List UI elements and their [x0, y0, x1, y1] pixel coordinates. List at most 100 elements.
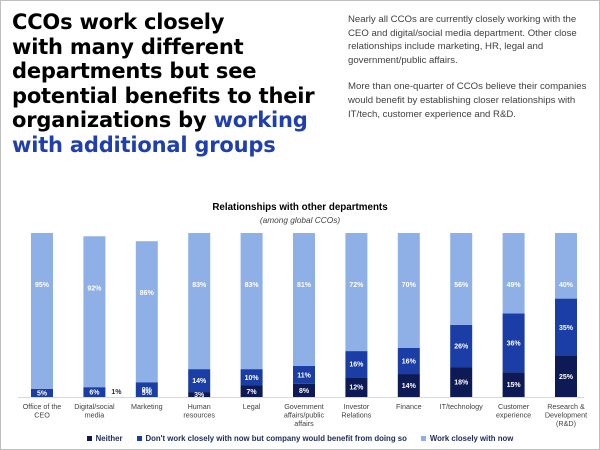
bar-segment	[293, 365, 315, 384]
headline-accent: working	[213, 108, 308, 132]
bar-segment	[31, 233, 53, 389]
category-label: Office of the	[23, 402, 62, 411]
bar-segment	[135, 382, 158, 397]
intro-text: Nearly all CCOs are currently closely wo…	[348, 13, 594, 121]
data-label: 15%	[507, 382, 522, 389]
intro-paragraph: More than one-quarter of CCOs believe th…	[348, 81, 587, 120]
category-label: affairs	[294, 419, 314, 428]
category-label: IT/technology	[440, 402, 484, 411]
bar-segment	[83, 236, 106, 388]
bar-segment	[450, 233, 473, 325]
category-label: Government	[284, 402, 324, 411]
data-label: 16%	[349, 362, 364, 369]
data-label: 9%	[142, 387, 153, 394]
bar-segment	[135, 241, 158, 383]
category-label: Finance	[396, 402, 422, 411]
bar-segment	[345, 351, 368, 378]
category-label: Digital/social	[74, 402, 115, 411]
category-label: CEO	[34, 411, 50, 420]
bar-segment	[188, 233, 211, 370]
category-label: Research &	[547, 402, 585, 411]
data-label: 6%	[89, 390, 100, 397]
data-label: 18%	[454, 380, 469, 387]
category-label: Investor	[344, 402, 370, 411]
data-label: 25%	[559, 374, 574, 381]
data-label: 83%	[192, 282, 207, 289]
category-label: resources	[183, 411, 215, 420]
bar-segment	[555, 298, 577, 356]
data-label: 72%	[349, 282, 364, 289]
bar-segment	[188, 369, 211, 393]
data-label: 10%	[245, 375, 260, 382]
data-label: 86%	[140, 290, 155, 297]
category-label: Human	[188, 402, 211, 411]
chart-legend: Neither Don't work closely with now but …	[0, 434, 600, 443]
category-label: media	[85, 411, 105, 420]
data-label: 14%	[402, 383, 417, 390]
bar-segment	[240, 385, 263, 397]
bar-segment	[555, 233, 577, 299]
bar-segment	[397, 233, 420, 348]
category-label: Relations	[341, 411, 371, 420]
bar-segment	[397, 347, 420, 375]
bar-segment	[345, 377, 368, 397]
data-label: 14%	[192, 378, 207, 385]
data-label: 7%	[247, 389, 258, 396]
data-label: 95%	[35, 282, 50, 289]
chart-subtitle: (among global CCOs)	[259, 215, 341, 225]
legend-swatch	[86, 436, 92, 441]
headline-line: organizations by working	[12, 108, 342, 133]
bar-segment	[83, 387, 106, 397]
extra-data-label: 1%	[111, 389, 122, 396]
category-label: Marketing	[131, 402, 163, 411]
bar-segment	[188, 392, 211, 397]
data-label: 26%	[454, 344, 469, 351]
data-label: 36%	[507, 340, 522, 347]
data-label: 11%	[297, 372, 311, 379]
bar-segment	[31, 388, 53, 397]
data-label: 40%	[559, 282, 574, 289]
headline-line-text: organizations by	[12, 108, 207, 132]
bar-segment	[240, 369, 263, 386]
headline-line: departments but see	[12, 59, 257, 83]
data-label: 16%	[402, 358, 417, 365]
category-label: Legal	[243, 402, 261, 411]
data-label: 83%	[245, 282, 260, 289]
bar-segment	[397, 374, 420, 397]
data-label: 56%	[454, 282, 469, 289]
bar-segment	[555, 356, 577, 397]
bar-segment	[450, 367, 473, 397]
headline-line: CCOs work closely	[12, 10, 225, 34]
data-label: 3%	[194, 392, 205, 399]
legend-label: Work closely with now	[429, 434, 514, 443]
bar-segment	[293, 233, 315, 366]
bar-segment	[502, 372, 525, 397]
bar-segment	[450, 324, 473, 368]
legend-label: Neither	[95, 434, 123, 443]
data-label: 70%	[402, 282, 417, 289]
data-label: 49%	[507, 282, 522, 289]
data-label: 92%	[87, 285, 102, 292]
category-label: Customer	[498, 402, 530, 411]
data-label: 5%	[37, 390, 48, 397]
bar-segment	[345, 233, 368, 352]
bar-segment	[502, 233, 525, 314]
extra-data-label: 5%	[142, 390, 153, 397]
legend-item: Neither	[86, 434, 123, 443]
headline-line: potential benefits to their	[12, 83, 315, 108]
legend-swatch	[420, 436, 426, 441]
headline-accent-line: with additional groups	[12, 132, 276, 157]
legend-item: Don't work closely with now but company …	[136, 434, 407, 443]
legend-swatch	[136, 436, 142, 441]
headline: CCOs work closely with many different de…	[12, 10, 342, 157]
data-label: 81%	[297, 282, 312, 289]
headline-line: with many different	[12, 34, 244, 59]
category-label: experience	[496, 411, 531, 420]
bar-segment	[502, 313, 525, 373]
bar-segment	[240, 233, 263, 370]
bar-segment	[293, 383, 315, 397]
chart-title: Relationships with other departments	[212, 202, 388, 213]
intro-paragraph: Nearly all CCOs are currently closely wo…	[348, 14, 577, 66]
category-label: affairs/public	[284, 411, 325, 420]
